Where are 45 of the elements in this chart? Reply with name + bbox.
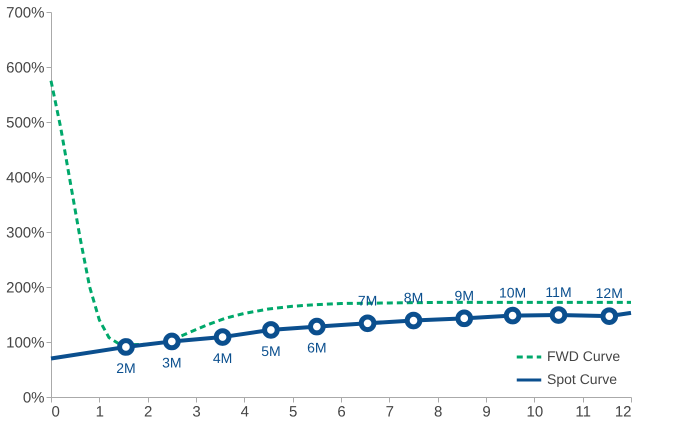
point [550, 306, 568, 324]
point [600, 307, 618, 325]
x-tick-label: 12 [614, 404, 632, 420]
x-tick-label: 1 [96, 404, 104, 420]
legend-label: FWD Curve [547, 348, 620, 364]
annotation: 7M [358, 292, 378, 308]
point [262, 321, 280, 339]
x-tick-label: 3 [192, 404, 201, 420]
point [404, 312, 422, 330]
legend-label: Spot Curve [547, 371, 618, 387]
point [117, 338, 135, 356]
x-tick-label: 7 [386, 404, 394, 420]
x-tick-label: 5 [288, 404, 298, 420]
point [214, 328, 232, 346]
annotation: 5M [261, 342, 281, 359]
point [358, 314, 376, 332]
x-tick-label: 8 [434, 404, 442, 420]
point [163, 332, 181, 350]
annotation: 8M [404, 290, 424, 306]
y-tick-label: 500% [6, 114, 44, 132]
y-tick-label: 0% [22, 390, 44, 406]
x-tick-label: 6 [337, 404, 346, 420]
annotation: 12M [596, 285, 623, 302]
y-tick-label: 100% [6, 334, 44, 352]
x-tick-label: 10 [526, 404, 544, 420]
annotation: 4M [212, 350, 232, 366]
x-tick-label: 0 [52, 404, 60, 420]
annotation: 2M [116, 360, 136, 376]
y-tick-label: 700% [6, 4, 44, 22]
y-tick-label: 600% [6, 60, 44, 76]
annotation: 9M [454, 287, 474, 304]
y-tick-label: 200% [6, 280, 44, 296]
y-tick-label: 400% [6, 170, 44, 186]
x-tick-label: 11 [575, 404, 591, 420]
annotation: 10M [498, 284, 526, 301]
x-tick-label: 2 [144, 404, 152, 420]
x-tick-label: 4 [240, 404, 250, 420]
point [455, 310, 474, 328]
x-tick-label: 9 [482, 404, 491, 420]
y-tick-label: 300% [6, 224, 44, 242]
annotation: 3M [162, 354, 182, 370]
annotation: 6M [307, 340, 327, 356]
point [504, 306, 522, 324]
annotation: 11M [545, 284, 572, 300]
point [308, 318, 326, 336]
